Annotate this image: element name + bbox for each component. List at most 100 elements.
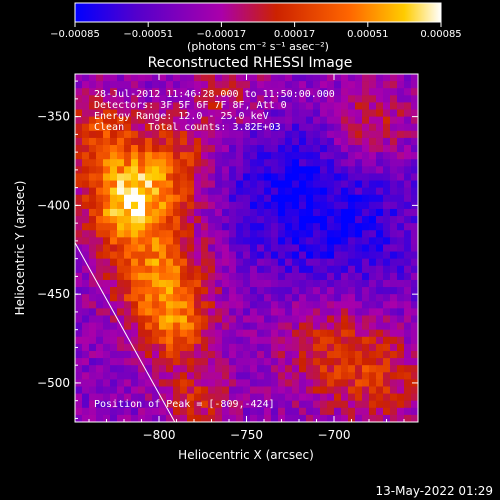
heatmap-cell (243, 102, 251, 111)
heatmap-cell (369, 180, 377, 189)
heatmap-cell (348, 152, 356, 160)
heatmap-cell (334, 152, 342, 160)
heatmap-cell (222, 322, 230, 331)
heatmap-cell (243, 81, 251, 89)
heatmap-cell (404, 244, 412, 253)
heatmap-cell (341, 230, 349, 238)
heatmap-cell (131, 315, 139, 324)
heatmap-cell (278, 414, 286, 422)
heatmap-cell (341, 109, 349, 118)
heatmap-cell (236, 322, 244, 331)
heatmap-cell (390, 145, 398, 153)
heatmap-cell (96, 372, 104, 380)
heatmap-cell (89, 173, 97, 182)
heatmap-cell (348, 130, 356, 139)
heatmap-cell (299, 372, 307, 380)
heatmap-cell (201, 201, 209, 210)
heatmap-cell (124, 187, 132, 196)
heatmap-cell (306, 194, 314, 203)
heatmap-cell (243, 109, 251, 118)
heatmap-cell (334, 173, 342, 182)
heatmap-cell (334, 145, 342, 153)
heatmap-cell (201, 365, 209, 373)
heatmap-cell (82, 287, 90, 295)
heatmap-cell (376, 365, 384, 373)
heatmap-cell (257, 166, 265, 174)
heatmap-cell (96, 187, 104, 196)
heatmap-cell (397, 365, 405, 373)
heatmap-cell (397, 109, 405, 118)
heatmap-cell (75, 279, 83, 288)
heatmap-cell (103, 322, 111, 331)
heatmap-cell (376, 343, 384, 352)
heatmap-cell (341, 265, 349, 274)
heatmap-cell (390, 279, 398, 288)
heatmap-cell (152, 350, 160, 359)
heatmap-cell (124, 116, 132, 125)
heatmap-cell (89, 386, 97, 395)
heatmap-cell (96, 116, 104, 125)
heatmap-cell (96, 315, 104, 324)
heatmap-cell (82, 407, 90, 416)
heatmap-cell (89, 315, 97, 324)
heatmap-cell (222, 109, 230, 118)
heatmap-cell (159, 372, 167, 380)
heatmap-cell (355, 244, 363, 253)
heatmap-cell (278, 130, 286, 139)
heatmap-cell (306, 145, 314, 153)
heatmap-cell (250, 308, 258, 316)
heatmap-cell (201, 180, 209, 189)
heatmap-cell (383, 301, 391, 309)
heatmap-cell (362, 343, 370, 352)
heatmap-cell (96, 287, 104, 295)
heatmap-cell (89, 166, 97, 174)
heatmap-cell (369, 386, 377, 395)
heatmap-cell (376, 329, 384, 338)
heatmap-cell (411, 230, 418, 238)
heatmap-cell (271, 237, 279, 245)
heatmap-cell (334, 109, 342, 118)
heatmap-cell (96, 251, 104, 260)
heatmap-cell (390, 237, 398, 245)
heatmap-cell (292, 216, 300, 224)
heatmap-cell (285, 414, 293, 422)
heatmap-cell (250, 272, 258, 281)
heatmap-cell (103, 116, 111, 125)
heatmap-cell (215, 130, 223, 139)
heatmap-cell (117, 308, 125, 316)
heatmap-cell (376, 201, 384, 210)
heatmap-cell (404, 145, 412, 153)
heatmap-cell (180, 109, 188, 118)
heatmap-cell (383, 393, 391, 402)
heatmap-cell (320, 308, 328, 316)
heatmap-cell (229, 137, 237, 146)
heatmap-cell (124, 123, 132, 132)
heatmap-cell (110, 152, 118, 160)
heatmap-cell (187, 208, 195, 217)
heatmap-cell (222, 159, 230, 167)
heatmap-cell (131, 308, 139, 316)
heatmap-cell (159, 208, 167, 217)
heatmap-cell (103, 137, 111, 146)
heatmap-cell (397, 251, 405, 260)
heatmap-cell (390, 308, 398, 316)
heatmap-cell (124, 379, 132, 387)
heatmap-cell (327, 216, 335, 224)
heatmap-cell (376, 95, 384, 103)
heatmap-cell (159, 400, 167, 409)
heatmap-cell (222, 343, 230, 352)
x-tick-label: −800 (143, 428, 176, 442)
heatmap-cell (89, 194, 97, 203)
heatmap-cell (299, 81, 307, 89)
heatmap-cell (103, 393, 111, 402)
heatmap-cell (173, 88, 181, 96)
heatmap-cell (173, 386, 181, 395)
heatmap-cell (166, 329, 174, 338)
heatmap-cell (159, 308, 167, 316)
colorbar (74, 2, 442, 23)
heatmap-cell (124, 180, 132, 189)
heatmap-cell (250, 109, 258, 118)
heatmap-cell (89, 116, 97, 125)
heatmap-cell (369, 109, 377, 118)
heatmap-cell (117, 88, 125, 96)
